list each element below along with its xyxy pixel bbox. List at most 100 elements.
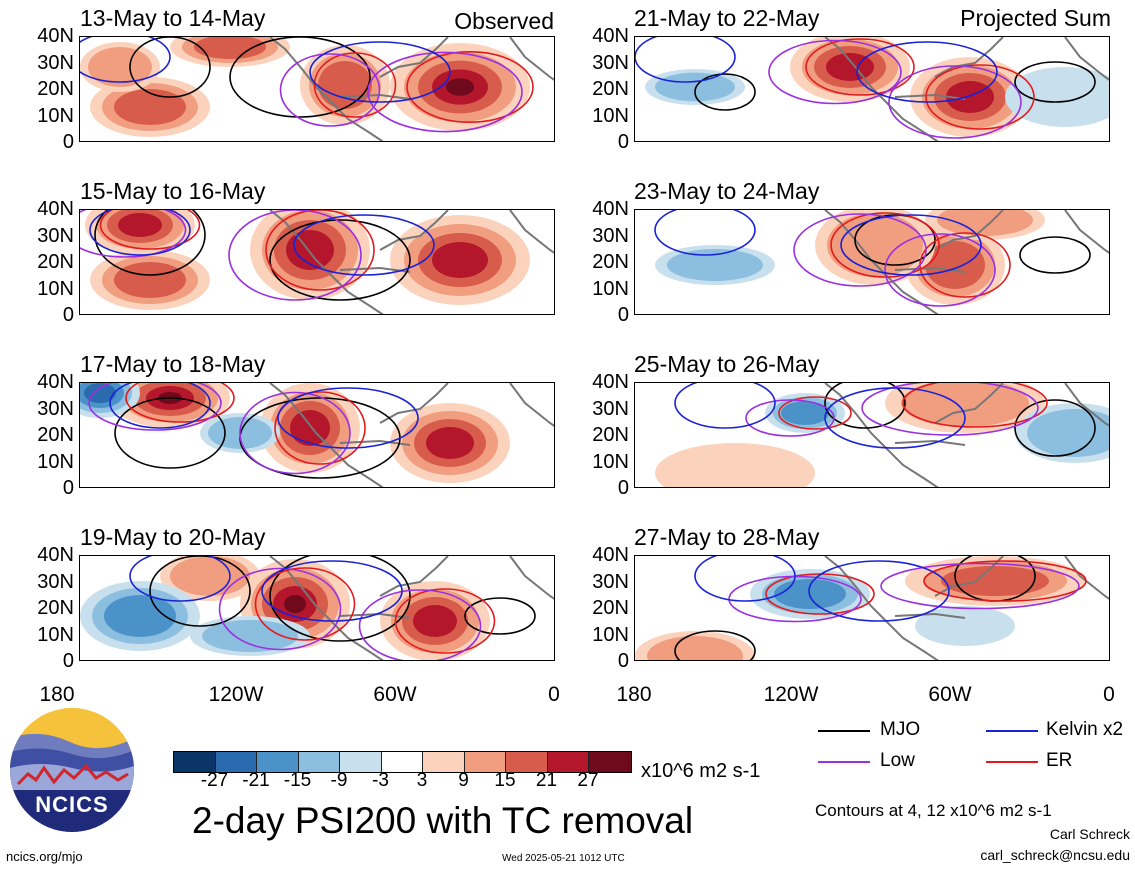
kelvin-contour bbox=[293, 214, 435, 276]
positive-anomaly-shading bbox=[118, 213, 162, 237]
colorbar-swatch bbox=[298, 752, 340, 772]
map-field bbox=[80, 210, 554, 314]
low-contour bbox=[80, 210, 187, 258]
colorbar-swatch bbox=[174, 752, 216, 772]
colorbar-label: 21 bbox=[535, 770, 558, 791]
map-field bbox=[80, 37, 554, 141]
low-contour bbox=[228, 210, 362, 301]
colorbar bbox=[173, 751, 632, 773]
map-panel-7 bbox=[79, 555, 555, 661]
panel-title-7: 19-May to 20-May bbox=[80, 524, 266, 550]
site-url[interactable]: ncics.org/mjo bbox=[6, 849, 83, 864]
negative-anomaly-shading bbox=[104, 595, 176, 637]
kelvin-contour bbox=[856, 41, 998, 103]
lat-tick-right-row3-1: 30N bbox=[592, 397, 629, 420]
map-panel-5 bbox=[79, 382, 555, 488]
mjo-contour bbox=[694, 73, 756, 111]
map-panel-4 bbox=[634, 209, 1110, 315]
negative-anomaly-shading bbox=[84, 383, 116, 403]
kelvin-contour bbox=[694, 556, 796, 602]
colorbar-label: -15 bbox=[283, 770, 312, 791]
map-panel-3 bbox=[79, 209, 555, 315]
lat-tick-right-row1-2: 20N bbox=[592, 78, 629, 100]
kelvin-contour bbox=[674, 383, 776, 429]
colorbar-label: -9 bbox=[330, 770, 348, 791]
lat-tick-left-row3-3: 10N bbox=[37, 450, 74, 473]
map-field bbox=[80, 556, 554, 660]
lat-tick-right-row1-1: 30N bbox=[592, 51, 629, 74]
low-contour bbox=[88, 383, 222, 431]
lat-tick-left-row2-4: 0 bbox=[62, 304, 74, 326]
map-panel-1 bbox=[79, 36, 555, 142]
lat-tick-right-row3-4: 0 bbox=[617, 477, 629, 499]
kelvin-contour bbox=[129, 556, 231, 602]
mjo-contour bbox=[229, 37, 371, 118]
colorbar-swatch bbox=[464, 752, 506, 772]
contour-note: Contours at 4, 12 x10^6 m2 s-1 bbox=[815, 801, 1052, 820]
lon-tick-120w-right: 120W bbox=[763, 683, 819, 706]
positive-anomaly-shading bbox=[114, 262, 186, 298]
negative-anomaly-shading bbox=[1005, 67, 1109, 127]
timestamp: Wed 2025-05-21 1012 UTC bbox=[502, 853, 625, 864]
kelvin-contour bbox=[635, 37, 736, 83]
coastline bbox=[824, 556, 1109, 660]
kelvin-contour bbox=[808, 560, 950, 622]
lat-tick-left-row3-0: 40N bbox=[37, 371, 74, 393]
positive-anomaly-shading bbox=[432, 242, 488, 278]
lat-tick-left-row4-4: 0 bbox=[62, 650, 74, 672]
positive-anomaly-shading bbox=[941, 566, 1049, 596]
kelvin-contour bbox=[89, 210, 191, 256]
lat-tick-right-row4-0: 40N bbox=[592, 544, 629, 566]
lat-tick-left-row1-3: 10N bbox=[37, 104, 74, 127]
er-contour bbox=[274, 391, 366, 465]
lat-tick-left-row1-2: 20N bbox=[37, 78, 74, 100]
low-contour bbox=[279, 53, 381, 127]
panel-title-3: 15-May to 16-May bbox=[80, 178, 266, 204]
ncics-logo: NCICS bbox=[10, 708, 134, 832]
lat-tick-left-row4-1: 30N bbox=[37, 570, 74, 593]
mjo-contour bbox=[114, 397, 226, 469]
low-contour bbox=[218, 567, 342, 651]
er-contour bbox=[925, 64, 1035, 130]
colorbar-swatch bbox=[506, 752, 548, 772]
positive-anomaly-shading bbox=[426, 427, 474, 459]
kelvin-contour bbox=[109, 383, 211, 429]
negative-anomaly-shading bbox=[667, 249, 763, 281]
panel-title-2: 21-May to 22-May bbox=[634, 5, 820, 31]
mjo-contour bbox=[149, 556, 251, 627]
er-contour bbox=[902, 383, 1048, 428]
positive-anomaly-shading bbox=[937, 210, 1033, 236]
colorbar-units: x10^6 m2 s-1 bbox=[641, 760, 761, 782]
coastline bbox=[824, 210, 1109, 314]
legend-low-label: Low bbox=[880, 750, 915, 771]
er-contour bbox=[99, 210, 201, 250]
positive-anomaly-shading bbox=[284, 595, 306, 613]
lat-tick-right-row2-1: 30N bbox=[592, 224, 629, 247]
lon-tick-0-right: 0 bbox=[1103, 683, 1115, 706]
negative-anomaly-shading bbox=[915, 606, 1015, 646]
colorbar-label: 3 bbox=[416, 770, 428, 791]
negative-anomaly-shading bbox=[1027, 409, 1109, 457]
colorbar-label: 9 bbox=[458, 770, 469, 791]
mjo-contour bbox=[464, 597, 536, 635]
coastline bbox=[269, 556, 554, 660]
lat-tick-left-row4-3: 10N bbox=[37, 623, 74, 646]
lon-tick-60w-right: 60W bbox=[928, 683, 972, 706]
map-panel-6 bbox=[634, 382, 1110, 488]
panel-title-8: 27-May to 28-May bbox=[634, 524, 820, 550]
negative-anomaly-shading bbox=[781, 401, 829, 425]
legend-mjo-label: MJO bbox=[880, 719, 921, 740]
lat-tick-left-row3-1: 30N bbox=[37, 397, 74, 420]
author-email[interactable]: carl_schreck@ncsu.edu bbox=[980, 847, 1130, 863]
lon-tick-120w-left: 120W bbox=[208, 683, 264, 706]
panel-title-6: 25-May to 26-May bbox=[634, 351, 820, 377]
lat-tick-right-row1-0: 40N bbox=[592, 25, 629, 47]
low-contour bbox=[745, 399, 835, 437]
low-contour bbox=[880, 562, 1080, 610]
lon-tick-60w-left: 60W bbox=[373, 683, 417, 706]
lat-tick-right-row3-2: 20N bbox=[592, 424, 629, 446]
lon-tick-180-right: 180 bbox=[616, 683, 652, 706]
lat-tick-left-row1-0: 40N bbox=[37, 25, 74, 47]
lat-tick-left-row2-3: 10N bbox=[37, 277, 74, 300]
lat-tick-left-row2-2: 20N bbox=[37, 251, 74, 273]
